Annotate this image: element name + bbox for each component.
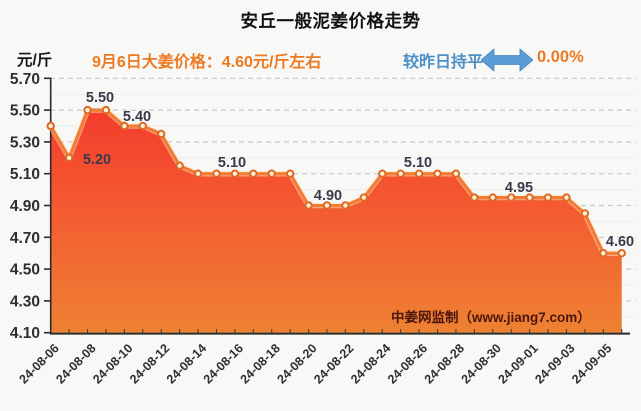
data-point	[249, 169, 258, 178]
data-point	[617, 249, 626, 258]
svg-text:5.10: 5.10	[10, 166, 40, 183]
svg-text:4.60: 4.60	[606, 234, 634, 250]
data-point	[157, 129, 166, 139]
svg-text:24-08-14: 24-08-14	[164, 341, 209, 386]
data-point	[543, 193, 553, 202]
data-point	[507, 193, 516, 202]
data-point	[580, 209, 590, 218]
svg-text:5.20: 5.20	[83, 152, 111, 168]
svg-text:24-08-08: 24-08-08	[53, 341, 98, 386]
svg-text:5.10: 5.10	[218, 155, 246, 171]
svg-text:4.90: 4.90	[10, 198, 40, 215]
data-point	[230, 169, 240, 178]
data-point	[433, 169, 442, 178]
point-labels: 5.50 5.20 5.40 5.10 4.90 5.10 4.95 4.60	[83, 90, 634, 250]
data-point	[46, 121, 55, 131]
data-point	[138, 121, 148, 131]
svg-text:24-08-06: 24-08-06	[17, 341, 62, 386]
trend-percent-value: 0.00%	[537, 48, 584, 66]
svg-text:24-08-26: 24-08-26	[385, 341, 430, 386]
data-point	[396, 169, 405, 178]
data-point	[267, 169, 276, 178]
data-point	[562, 193, 571, 202]
data-point	[322, 201, 332, 210]
svg-text:4.95: 4.95	[505, 180, 533, 196]
data-point	[212, 169, 221, 178]
svg-text:24-09-03: 24-09-03	[532, 341, 577, 386]
svg-text:24-08-18: 24-08-18	[238, 341, 283, 386]
svg-text:4.70: 4.70	[10, 230, 40, 247]
svg-text:24-08-10: 24-08-10	[90, 341, 135, 386]
svg-text:24-08-12: 24-08-12	[127, 341, 172, 386]
price-area-fill	[50, 110, 622, 333]
data-point	[285, 169, 295, 178]
data-point	[378, 169, 387, 178]
data-point	[599, 249, 608, 258]
data-point	[488, 193, 497, 202]
y-axis-labels: 5.70 5.50 5.30 5.10 4.90 4.70 4.50 4.30 4.10	[10, 71, 50, 342]
data-point	[451, 169, 461, 178]
svg-text:24-08-30: 24-08-30	[459, 341, 504, 386]
data-point	[304, 201, 313, 210]
svg-text:24-09-01: 24-09-01	[495, 341, 540, 386]
data-point	[193, 169, 203, 178]
svg-text:24-08-28: 24-08-28	[422, 341, 467, 386]
svg-text:5.70: 5.70	[10, 71, 40, 88]
svg-text:24-08-24: 24-08-24	[348, 341, 393, 386]
trend-label: 较昨日持平	[403, 54, 484, 71]
svg-text:24-09-05: 24-09-05	[569, 341, 614, 386]
data-point	[64, 153, 74, 163]
svg-text:5.10: 5.10	[404, 155, 432, 171]
svg-text:5.50: 5.50	[86, 90, 114, 106]
data-point	[83, 105, 92, 115]
data-point	[175, 161, 184, 170]
watermark: 中姜网监制（www.jiang7.com）	[391, 310, 591, 325]
svg-text:4.50: 4.50	[10, 262, 40, 279]
svg-text:4.90: 4.90	[314, 188, 342, 204]
data-point	[414, 169, 424, 178]
data-point	[359, 193, 369, 202]
svg-text:4.30: 4.30	[10, 293, 40, 310]
data-point	[525, 193, 534, 202]
y-axis-unit-label: 元/斤	[17, 52, 53, 69]
svg-text:24-08-20: 24-08-20	[274, 341, 319, 386]
page-title: 安丘一般泥姜价格走势	[240, 11, 421, 31]
current-price-subtitle: 9月6日大姜价格：4.60元/斤左右	[92, 54, 322, 71]
svg-text:5.40: 5.40	[123, 109, 151, 125]
data-points	[46, 105, 626, 258]
data-point	[120, 121, 129, 131]
svg-text:4.10: 4.10	[10, 325, 40, 342]
data-point	[470, 193, 479, 202]
svg-text:5.30: 5.30	[10, 134, 40, 151]
svg-text:24-08-16: 24-08-16	[201, 341, 246, 386]
svg-text:5.50: 5.50	[10, 103, 40, 120]
data-point	[101, 105, 111, 115]
x-axis-labels: 24-08-0624-08-0824-08-1024-08-1224-08-14…	[17, 341, 615, 386]
data-point	[341, 201, 350, 210]
svg-text:24-08-22: 24-08-22	[311, 341, 356, 386]
